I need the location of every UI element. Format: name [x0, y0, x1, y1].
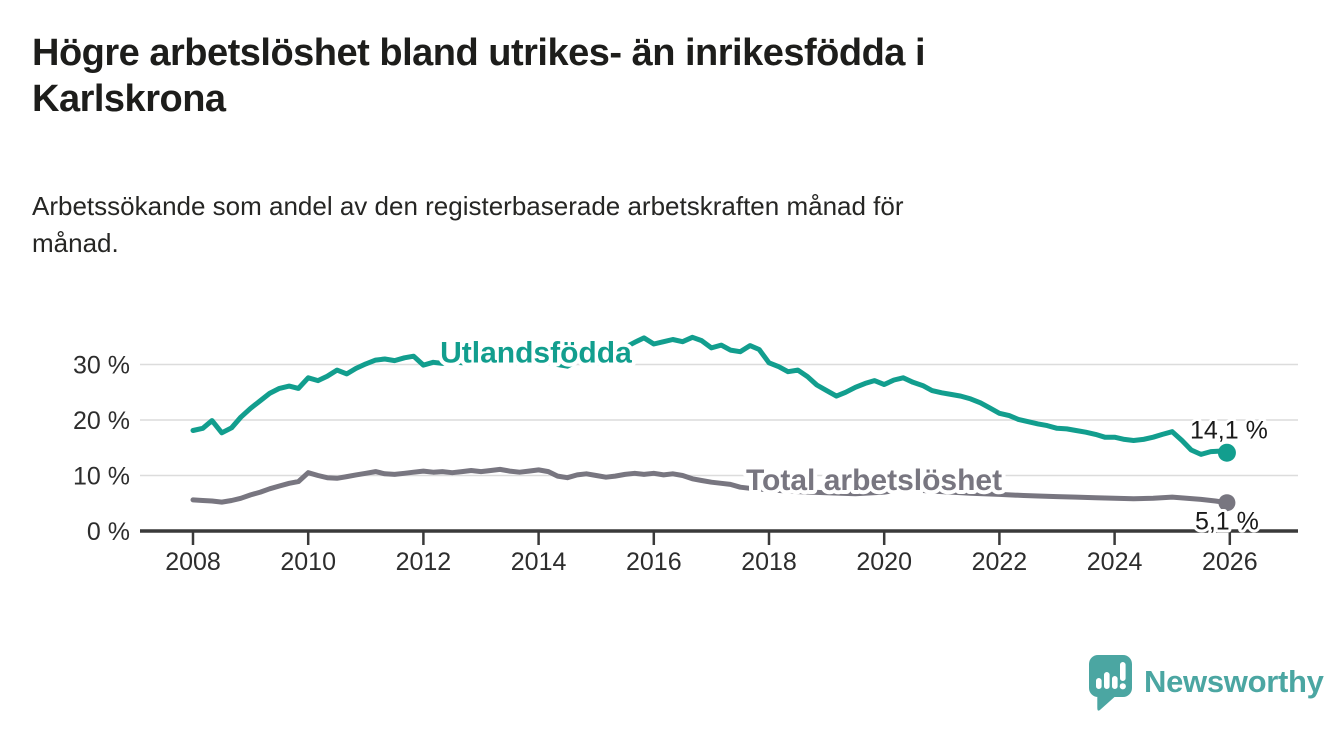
chart-subtitle-line2: månad. — [32, 228, 119, 258]
speech-bubble-shape — [1089, 655, 1132, 711]
bar-3 — [1112, 676, 1118, 689]
chart-subtitle: Arbetssökande som andel av den registerb… — [32, 188, 1232, 262]
y-tick-label: 0 % — [87, 518, 130, 546]
series-line-total — [190, 466, 1230, 506]
bar-2 — [1104, 672, 1110, 689]
x-tick-label: 2008 — [165, 548, 221, 576]
page-title-line1: Högre arbetslöshet bland utrikes- än inr… — [32, 32, 926, 74]
chart-subtitle-line1: Arbetssökande som andel av den registerb… — [32, 191, 904, 221]
series-label-total: Total arbetslöshet — [746, 464, 1002, 497]
exclamation-bar — [1120, 662, 1126, 681]
x-tick-label: 2018 — [741, 548, 797, 576]
page-title: Högre arbetslöshet bland utrikes- än inr… — [32, 30, 1312, 122]
x-tick-label: 2022 — [972, 548, 1028, 576]
series-end-dot-utlandsfodda — [1217, 443, 1236, 462]
y-tick-label: 10 % — [73, 463, 130, 491]
series-line-utlandsfodda — [190, 334, 1230, 457]
series-end-dot-total — [1218, 494, 1236, 512]
series-end-value-utlandsfodda: 14,1 % — [1190, 417, 1268, 445]
x-tick-label: 2014 — [511, 548, 567, 576]
newsworthy-logo-icon — [1089, 655, 1132, 711]
x-tick-label: 2026 — [1202, 548, 1258, 576]
y-tick-label: 30 % — [73, 352, 130, 380]
x-tick-label: 2020 — [856, 548, 912, 576]
x-tick-label: 2012 — [396, 548, 452, 576]
series-label-utlandsfodda: Utlandsfödda — [440, 336, 632, 369]
exclamation-dot — [1119, 683, 1126, 690]
bar-1 — [1096, 678, 1102, 689]
x-tick-label: 2010 — [280, 548, 336, 576]
x-tick-label: 2024 — [1087, 548, 1143, 576]
newsworthy-logo: Newsworthy — [1086, 653, 1324, 711]
page-title-line2: Karlskrona — [32, 78, 226, 120]
x-tick-label: 2016 — [626, 548, 682, 576]
y-tick-label: 20 % — [73, 407, 130, 435]
newsworthy-logo-text: Newsworthy — [1144, 664, 1324, 699]
series-end-value-total: 5,1 % — [1195, 508, 1259, 536]
